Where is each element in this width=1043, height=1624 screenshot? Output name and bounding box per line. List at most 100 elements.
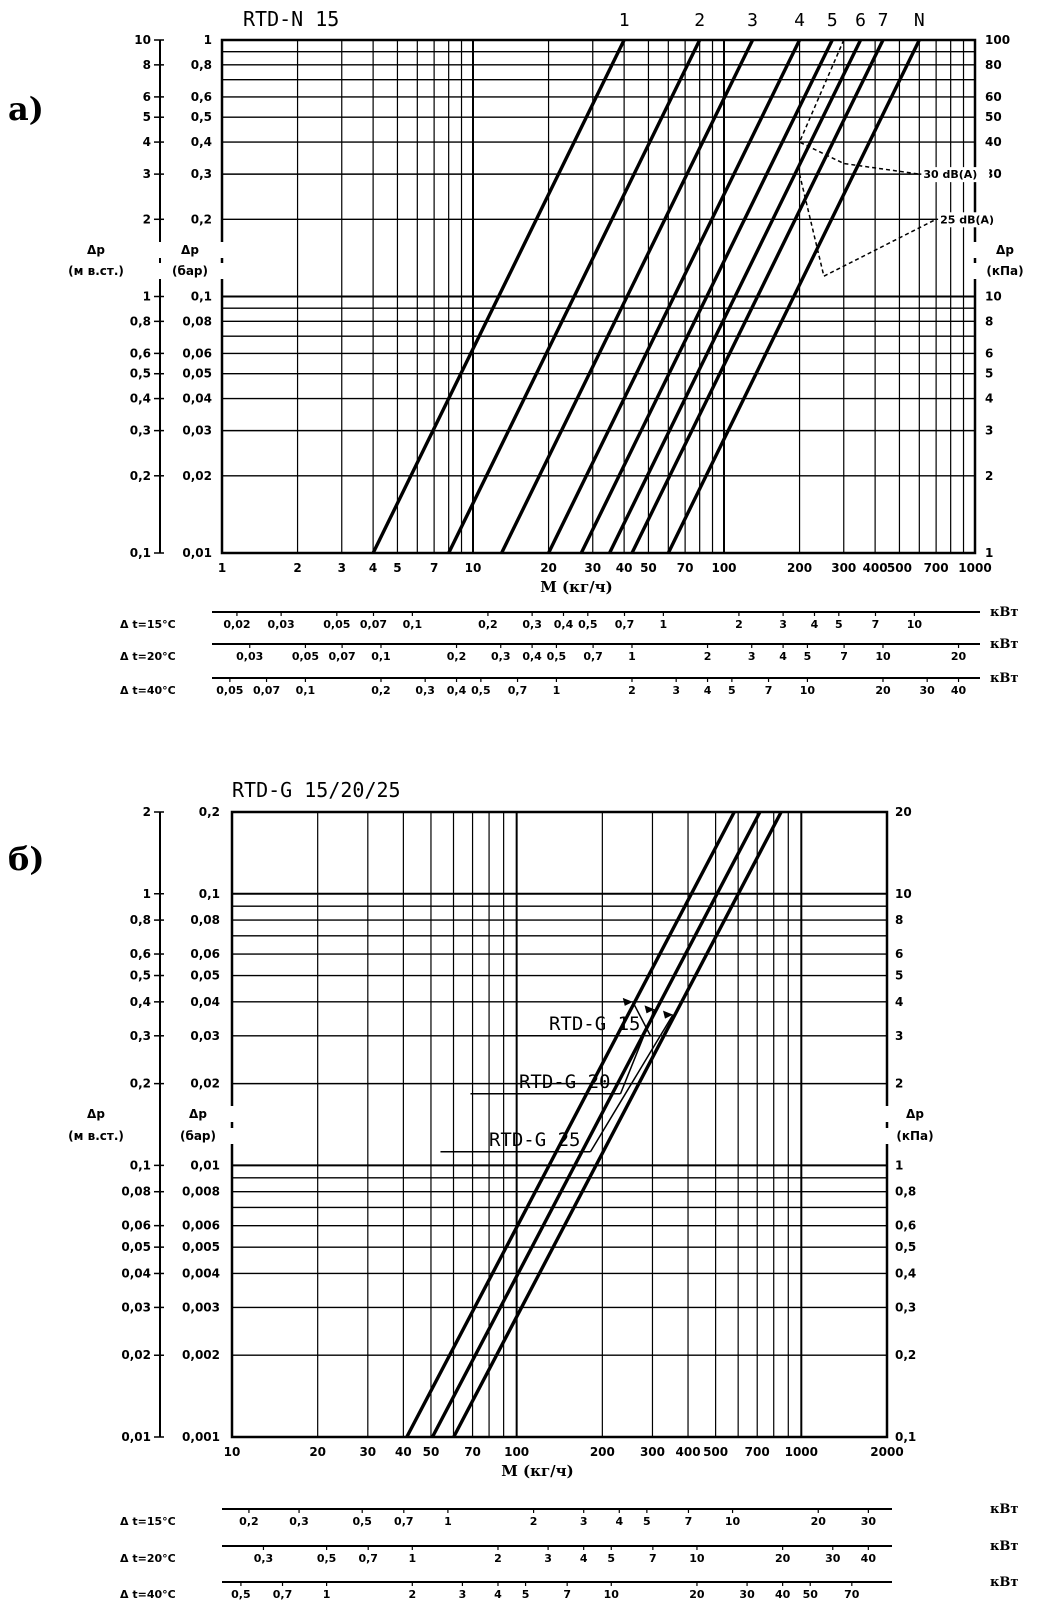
y-label-bar-bg: [162, 1106, 234, 1122]
series-label-1: 1: [619, 10, 630, 31]
y-tick-label-m: 0,05: [121, 1240, 151, 1254]
y-tick-label-kpa: 60: [985, 90, 1002, 104]
y-tick-label-bar: 0,003: [182, 1300, 220, 1314]
x-tick-label: 7: [430, 561, 438, 575]
y-tick-label-kpa: 100: [985, 33, 1010, 47]
y-label-bar: Δp: [181, 243, 199, 257]
power-scale-label: Δ t=15°C: [120, 1515, 176, 1528]
y-tick-label-m: 2: [143, 805, 151, 819]
x-tick-label: 20: [540, 561, 557, 575]
y-tick-label-bar: 1: [204, 33, 212, 47]
x-tick-label: 1: [218, 561, 226, 575]
power-scale-tick-label: 2: [530, 1515, 538, 1528]
power-scale-tick-label: 4: [494, 1588, 502, 1601]
y-tick-label-kpa: 5: [895, 969, 903, 983]
power-scale-tick-label: 7: [840, 650, 848, 663]
y-label-m-bg: [60, 1106, 132, 1122]
y-label-m: Δp: [87, 1107, 105, 1121]
plot-frame: [230, 810, 889, 1439]
power-scale-tick-label: 0,07: [253, 684, 280, 697]
series-line-6: [608, 39, 863, 554]
series-arrow-head: [622, 997, 633, 1006]
y-tick-label-m: 2: [143, 212, 151, 226]
y-tick-label-kpa: 1: [895, 1158, 903, 1172]
y-tick-label-kpa: 8: [895, 913, 903, 927]
y-label-kpa-bg: [969, 263, 1041, 279]
x-tick-label: 100: [711, 561, 736, 575]
power-scale-tick-label: 0,05: [216, 684, 243, 697]
y-tick-label-bar: 0,01: [190, 1158, 220, 1172]
y-label-m-bg: [60, 242, 132, 258]
y-tick-label-m: 5: [143, 110, 151, 124]
power-scale-tick-label: 20: [775, 1552, 791, 1565]
series-line-7: [630, 39, 885, 554]
x-tick-label: 40: [395, 1445, 412, 1459]
power-scale-tick-label: 0,7: [508, 684, 528, 697]
power-scale-tick-label: 0,03: [268, 618, 295, 631]
power-scale-tick-label: 3: [580, 1515, 588, 1528]
power-scale-tick-label: 3: [779, 618, 787, 631]
y-tick-label-bar: 0,2: [191, 212, 212, 226]
y-tick-label-kpa: 5: [985, 367, 993, 381]
y-label-kpa: Δp: [996, 243, 1014, 257]
power-scale-tick-label: 0,5: [352, 1515, 372, 1528]
y-tick-label-bar: 0,04: [190, 995, 220, 1009]
y-tick-label-m: 6: [143, 90, 151, 104]
noise-curve-25: [798, 173, 937, 278]
power-scale-tick-label: 0,4: [522, 650, 542, 663]
y-tick-label-bar: 0,3: [191, 167, 212, 181]
y-tick-label-bar: 0,008: [182, 1185, 220, 1199]
series-arrow-head: [663, 1010, 674, 1019]
y-tick-label-m: 0,5: [130, 969, 151, 983]
series-line-N: [666, 39, 921, 554]
power-scale-tick-label: 10: [604, 1588, 620, 1601]
power-scale-tick-label: 0,4: [554, 618, 574, 631]
y-tick-label-kpa: 4: [985, 392, 993, 406]
power-scale-tick-label: 0,3: [522, 618, 542, 631]
x-tick-label: 30: [584, 561, 601, 575]
power-scale-tick-label: 0,7: [273, 1588, 293, 1601]
x-tick-label: 500: [887, 561, 912, 575]
power-scale-tick-label: 0,7: [358, 1552, 378, 1565]
power-scale-tick-label: 10: [907, 618, 923, 631]
power-scale-tick-label: 0,07: [360, 618, 387, 631]
power-scale-tick-label: 4: [704, 684, 712, 697]
power-scale-tick-label: 0,3: [415, 684, 435, 697]
x-tick-label: 10: [224, 1445, 241, 1459]
noise-label-30: 30 dB(A): [923, 168, 977, 181]
power-scale-tick-label: 0,03: [236, 650, 263, 663]
power-scale-tick-label: 0,4: [447, 684, 467, 697]
y-tick-label-kpa: 10: [985, 290, 1002, 304]
x-tick-label: 500: [703, 1445, 728, 1459]
y-tick-label-bar: 0,005: [182, 1240, 220, 1254]
y-tick-label-m: 0,06: [121, 1219, 151, 1233]
power-scale-tick-label: 3: [672, 684, 680, 697]
y-tick-label-bar: 0,8: [191, 58, 212, 72]
x-tick-label: 10: [465, 561, 482, 575]
y-tick-label-m: 1: [143, 290, 151, 304]
x-tick-label: 200: [787, 561, 812, 575]
power-scale-unit: кВт: [990, 671, 1018, 686]
y-tick-label-kpa: 6: [895, 947, 903, 961]
y-tick-label-m: 0,03: [121, 1300, 151, 1314]
power-scale-tick-label: 2: [494, 1552, 502, 1565]
power-scale-tick-label: 2: [628, 684, 636, 697]
plot-frame: [220, 38, 977, 555]
y-tick-label-bar: 0,004: [182, 1266, 220, 1280]
x-tick-label: 1000: [785, 1445, 818, 1459]
y-label-kpa: (кПа): [986, 264, 1023, 278]
y-tick-label-bar: 0,08: [190, 913, 220, 927]
power-scale-unit: кВт: [990, 1575, 1018, 1590]
power-scale-tick-label: 20: [875, 684, 891, 697]
chart-panel-1: а)RTD-N 150,010,1 10,020,2 20,030,3 30,040,…: [8, 7, 1041, 697]
y-tick-label-m: 0,2: [130, 469, 151, 483]
series-leader-arrow: [589, 1014, 674, 1153]
power-scale-unit: кВт: [990, 605, 1018, 620]
series-line-5: [579, 39, 834, 554]
power-scale-unit: кВт: [990, 1539, 1018, 1554]
x-tick-label: 70: [677, 561, 694, 575]
y-tick-label-m: 0,04: [121, 1266, 151, 1280]
y-tick-label-kpa: 20: [895, 805, 912, 819]
power-scale-tick-label: 0,05: [323, 618, 350, 631]
